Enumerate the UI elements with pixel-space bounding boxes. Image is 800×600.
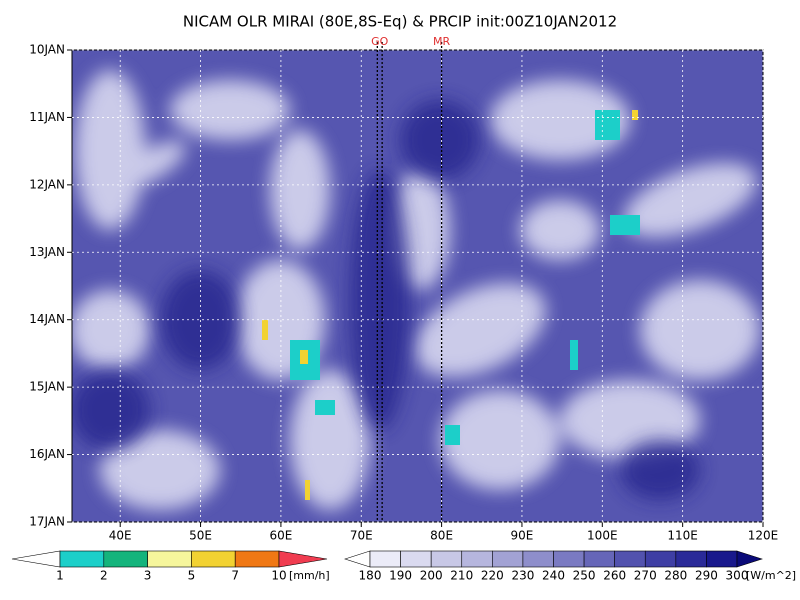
x-tick-label: 110E xyxy=(667,529,698,543)
chart-title: NICAM OLR MIRAI (80E,8S-Eq) & PRCIP init… xyxy=(183,13,617,31)
y-tick-label: 17JAN xyxy=(29,515,65,529)
colorbar-label: 290 xyxy=(695,569,718,583)
colorbar-label: 10 xyxy=(271,569,286,583)
colorbar-box xyxy=(369,550,401,568)
y-tick-label: 10JAN xyxy=(29,43,65,57)
x-tick-label: 90E xyxy=(511,529,534,543)
colorbar-label: 300 xyxy=(726,569,749,583)
colorbar-under xyxy=(344,550,371,568)
colorbar-label: 250 xyxy=(573,569,596,583)
colorbar-over xyxy=(736,550,763,568)
colorbar-box xyxy=(430,550,463,568)
colorbar-box xyxy=(675,550,707,568)
colorbar-label: 240 xyxy=(542,569,565,583)
colorbar-box xyxy=(400,550,432,568)
y-tick-label: 12JAN xyxy=(29,177,65,191)
colorbar-label: 2 xyxy=(100,569,108,583)
colorbar-unit: [mm/h] xyxy=(289,569,330,582)
colorbar-label: 270 xyxy=(634,569,657,583)
colorbar-box xyxy=(492,550,524,568)
colorbar-label: 260 xyxy=(603,569,626,583)
colorbar-box xyxy=(553,550,585,568)
colorbar-box xyxy=(59,550,105,568)
colorbar-label: 180 xyxy=(359,569,382,583)
colorbar-box xyxy=(103,550,148,568)
colorbar-box xyxy=(461,550,493,568)
colorbar-label: 230 xyxy=(511,569,534,583)
y-tick-label: 11JAN xyxy=(29,110,65,124)
colorbar-over xyxy=(278,550,328,568)
x-tick-label: 50E xyxy=(189,529,212,543)
marker-label: GO xyxy=(371,35,389,48)
colorbar-under xyxy=(11,550,61,568)
colorbar-box xyxy=(614,550,646,568)
marker-label: MR xyxy=(433,35,450,48)
colorbar-label: 7 xyxy=(231,569,239,583)
x-tick-label: 60E xyxy=(269,529,292,543)
colorbar-box xyxy=(522,550,554,568)
y-tick-label: 15JAN xyxy=(29,380,65,394)
x-tick-label: 80E xyxy=(430,529,453,543)
colorbar-label: 220 xyxy=(481,569,504,583)
y-tick-label: 13JAN xyxy=(29,245,65,259)
y-tick-label: 16JAN xyxy=(29,447,65,461)
colorbar-box xyxy=(191,550,236,568)
colorbar-label: 280 xyxy=(664,569,687,583)
colorbar-box xyxy=(583,550,615,568)
y-tick-label: 14JAN xyxy=(29,312,65,326)
colorbar-label: 190 xyxy=(389,569,412,583)
x-tick-label: 100E xyxy=(587,529,618,543)
x-tick-label: 40E xyxy=(109,529,132,543)
colorbar-unit: [W/m^2] xyxy=(746,569,796,582)
colorbar-box xyxy=(234,550,280,568)
x-tick-label: 120E xyxy=(748,529,779,543)
x-tick-label: 70E xyxy=(350,529,373,543)
colorbar-box xyxy=(706,550,738,568)
colorbar-label: 3 xyxy=(144,569,152,583)
field xyxy=(72,50,763,522)
colorbar-label: 210 xyxy=(450,569,473,583)
colorbar-label: 1 xyxy=(56,569,64,583)
colorbar-box xyxy=(147,550,192,568)
colorbar-box xyxy=(644,550,677,568)
colorbar-label: 200 xyxy=(420,569,443,583)
colorbar-label: 5 xyxy=(188,569,196,583)
